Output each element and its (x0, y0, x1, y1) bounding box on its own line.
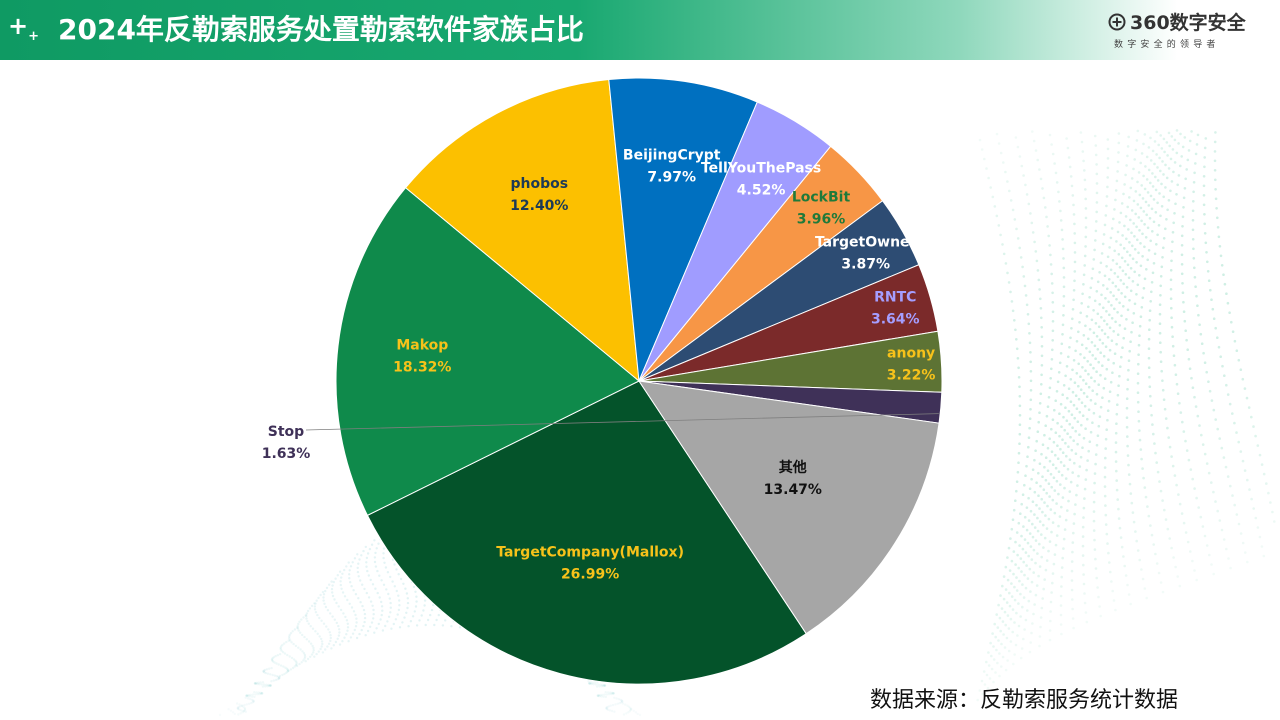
slice-label-targetcompany-mallox: TargetCompany(Mallox) (496, 544, 684, 560)
slice-value-anony: 3.22% (887, 368, 936, 384)
slice-label-lockbit: LockBit (792, 190, 851, 206)
pie-chart: TargetCompany(Mallox) 26.99% Makop 18.32% ph… (262, 77, 943, 685)
slice-label-rntc: RNTC (874, 290, 916, 306)
slice-label-beijingcrypt: BeijingCrypt (623, 147, 721, 163)
page-title: 2024年反勒索服务处置勒索软件家族占比 (58, 13, 584, 46)
slice-value-phobos: 12.40% (510, 198, 568, 214)
pie-slice-makop (335, 187, 640, 517)
slice-label-stop: Stop (268, 424, 304, 440)
pie-labels: TargetCompany(Mallox) 26.99% Makop 18.32% ph… (262, 147, 939, 582)
slice-label-anony: anony (887, 346, 935, 362)
slice-value-targetowner: 3.87% (841, 257, 890, 273)
slice-label-makop: Makop (396, 338, 448, 354)
header-bar: ++ 2024年反勒索服务处置勒索软件家族占比 360数字安全 数字安全的领导者 (0, 0, 1280, 60)
slice-label-phobos: phobos (511, 176, 569, 192)
data-source-note: 数据来源：反勒索服务统计数据 (870, 688, 1179, 713)
slice-label-other: 其他 (779, 459, 807, 476)
slice-value-rntc: 3.64% (871, 312, 920, 328)
pie-slice-phobos (404, 78, 640, 383)
slice-label-tellyouthepass: TellYouThePass (701, 161, 821, 177)
leader-line-stop (305, 413, 939, 431)
slice-value-beijingcrypt: 7.97% (647, 169, 696, 185)
slice-value-lockbit: 3.96% (797, 212, 846, 228)
brand-name: 360数字安全 (1130, 12, 1246, 34)
slice-value-tellyouthepass: 4.52% (737, 183, 786, 199)
pie-slices (335, 77, 943, 685)
plus-decor-icon: ++ (8, 12, 40, 44)
brand-circle-plus-icon (1108, 13, 1126, 30)
brand-logo: 360数字安全 数字安全的领导者 (1108, 8, 1258, 52)
slice-label-targetowner: TargetOwner (815, 235, 917, 251)
pie-slice-other (637, 380, 940, 635)
slice-value-targetcompany-mallox: 26.99% (561, 566, 619, 582)
slice-value-other: 13.47% (764, 482, 822, 498)
slice-value-stop: 1.63% (262, 446, 311, 462)
brand-slogan: 数字安全的领导者 (1114, 40, 1220, 50)
slice-value-makop: 18.32% (393, 360, 451, 376)
pie-slice-beijingcrypt (608, 77, 758, 382)
pie-slice-targetcompany-mallox (366, 380, 807, 685)
